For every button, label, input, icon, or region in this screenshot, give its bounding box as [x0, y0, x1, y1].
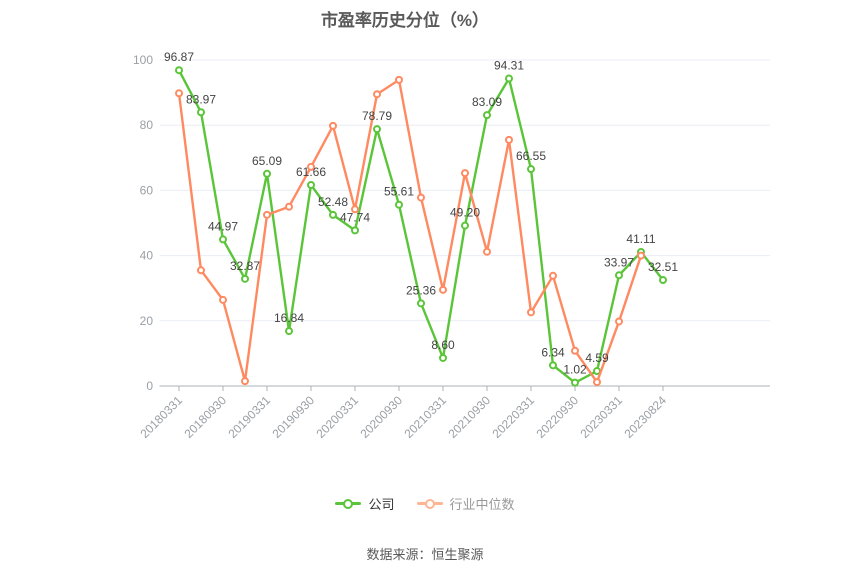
data-point-marker[interactable]: [285, 202, 293, 211]
value-label: 32.87: [230, 259, 260, 273]
data-point-marker[interactable]: [395, 200, 403, 209]
chart-title: 市盈率历史分位（%）: [320, 11, 490, 30]
data-point-marker[interactable]: [307, 180, 315, 189]
data-point-marker[interactable]: [285, 327, 293, 336]
x-axis-tick-label: 20180331: [137, 393, 185, 441]
value-label: 33.97: [604, 255, 634, 269]
y-axis-tick-label: 60: [140, 183, 154, 197]
x-axis-tick-label: 20230331: [577, 393, 625, 441]
data-point-marker[interactable]: [439, 353, 447, 362]
y-axis-tick-label: 100: [133, 53, 153, 67]
data-point-marker[interactable]: [175, 89, 183, 98]
data-point-marker[interactable]: [659, 276, 667, 285]
data-point-marker[interactable]: [351, 205, 359, 214]
x-axis-tick-label: 20220331: [489, 393, 537, 441]
data-point-marker[interactable]: [219, 295, 227, 304]
data-point-marker[interactable]: [329, 210, 337, 219]
data-point-marker[interactable]: [307, 162, 315, 171]
value-label: 94.31: [494, 59, 524, 73]
x-axis-tick-label: 20200331: [313, 393, 361, 441]
value-label: 65.09: [252, 154, 282, 168]
value-label: 32.51: [648, 260, 678, 274]
data-point-marker[interactable]: [373, 90, 381, 99]
data-point-marker[interactable]: [417, 299, 425, 308]
value-label: 55.61: [384, 185, 414, 199]
value-label: 61.66: [296, 165, 326, 179]
x-axis-tick-label: 20210930: [445, 393, 493, 441]
chart-canvas: 0 20 40 60 80 100 2018033120180930201903312019…: [133, 50, 770, 441]
data-point-marker[interactable]: [197, 266, 205, 275]
data-point-marker[interactable]: [373, 125, 381, 134]
data-point-marker[interactable]: [549, 271, 557, 280]
data-point-marker[interactable]: [263, 210, 271, 219]
data-point-marker[interactable]: [351, 226, 359, 235]
industry-median-line: [177, 78, 643, 384]
data-point-marker[interactable]: [483, 111, 491, 120]
data-point-marker[interactable]: [439, 285, 447, 294]
data-point-marker[interactable]: [241, 274, 249, 283]
value-label: 52.48: [318, 195, 348, 209]
x-axis-tick-label: 20190930: [269, 393, 317, 441]
data-point-marker[interactable]: [461, 169, 469, 178]
value-label: 66.55: [516, 149, 546, 163]
value-label: 47.74: [340, 210, 370, 224]
value-label: 83.97: [186, 92, 216, 106]
value-label: 8.60: [431, 338, 455, 352]
value-label: 78.79: [362, 109, 392, 123]
y-axis-tick-label: 40: [140, 249, 154, 263]
data-point-marker[interactable]: [241, 377, 249, 386]
value-label: 16.84: [274, 311, 304, 325]
data-point-marker[interactable]: [263, 169, 271, 178]
legend-item-industry-median[interactable]: 行业中位数: [416, 494, 515, 513]
x-axis-tick-label: 20210331: [401, 393, 449, 441]
x-axis-tick-label: 20200930: [357, 393, 405, 441]
data-source-note: 数据来源：恒生聚源: [366, 547, 484, 562]
data-point-marker[interactable]: [197, 108, 205, 117]
y-axis-tick-label: 0: [146, 379, 153, 393]
legend-label-company: 公司: [368, 497, 395, 512]
value-label: 25.36: [406, 283, 436, 297]
y-axis-tick-label: 20: [140, 314, 154, 328]
value-label: 41.11: [626, 232, 655, 246]
x-axis-tick-label: 20190331: [225, 393, 273, 441]
data-point-marker[interactable]: [549, 361, 557, 370]
value-label: 44.97: [208, 219, 238, 233]
legend-label-industry-median: 行业中位数: [449, 497, 515, 512]
data-point-marker[interactable]: [527, 308, 535, 317]
data-point-marker[interactable]: [461, 221, 469, 230]
data-point-marker[interactable]: [505, 74, 513, 83]
data-point-marker[interactable]: [615, 271, 623, 280]
data-point-marker[interactable]: [527, 165, 535, 174]
industry-median-series-legend-icon: [416, 498, 443, 509]
data-point-marker[interactable]: [571, 346, 579, 355]
value-label: 49.20: [450, 206, 480, 220]
x-axis-tick-label: 20230824: [621, 393, 669, 441]
data-point-marker[interactable]: [395, 75, 403, 84]
data-point-marker[interactable]: [505, 135, 513, 144]
data-point-marker[interactable]: [417, 193, 425, 202]
data-point-marker[interactable]: [329, 121, 337, 130]
data-point-marker[interactable]: [637, 251, 645, 260]
value-label: 96.87: [164, 50, 194, 64]
data-point-marker[interactable]: [593, 378, 601, 387]
data-point-marker[interactable]: [175, 66, 183, 75]
data-point-marker[interactable]: [571, 378, 579, 387]
legend-item-company[interactable]: 公司: [335, 494, 395, 513]
company-series-legend-icon: [335, 498, 362, 509]
x-axis-tick-label: 20180930: [181, 393, 229, 441]
value-label: 6.34: [541, 345, 565, 359]
chart-legend: 公司 行业中位数: [0, 494, 850, 513]
value-label: 1.02: [563, 363, 587, 377]
value-label: 4.59: [585, 351, 609, 365]
y-axis-tick-label: 80: [140, 118, 154, 132]
data-point-marker[interactable]: [483, 247, 491, 256]
x-axis-tick-label: 20220930: [533, 393, 581, 441]
data-point-marker[interactable]: [219, 235, 227, 244]
value-label: 83.09: [472, 95, 502, 109]
data-point-marker[interactable]: [615, 317, 623, 326]
